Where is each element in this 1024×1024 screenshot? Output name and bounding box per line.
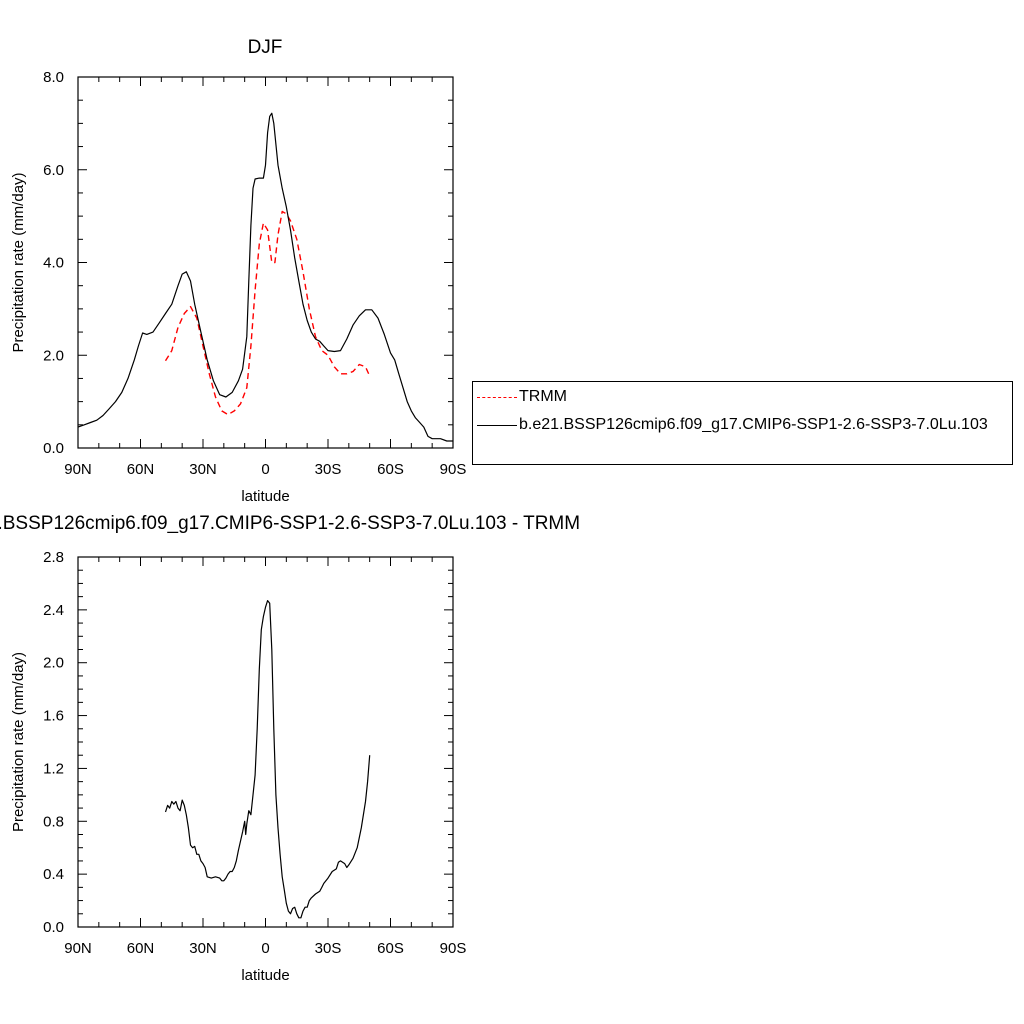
- x-tick-label: 60S: [377, 940, 404, 957]
- legend-item-trmm: TRMM: [473, 386, 1012, 410]
- x-tick-label: 60S: [377, 461, 404, 478]
- x-tick-label: 30N: [189, 461, 217, 478]
- x-tick-label: 90S: [440, 461, 467, 478]
- x-tick-label: 30S: [315, 940, 342, 957]
- y-tick-label: 8.0: [43, 69, 64, 86]
- x-axis-label: latitude: [241, 488, 289, 505]
- x-tick-label: 90N: [64, 461, 92, 478]
- y-tick-label: 0.4: [43, 866, 64, 883]
- legend-item-model: b.e21.BSSP126cmip6.f09_g17.CMIP6-SSP1-2.…: [473, 414, 1012, 438]
- series-line-difference: [164, 600, 371, 919]
- x-tick-label: 60N: [127, 461, 155, 478]
- chart-title: b.e21.BSSP126cmip6.f09_g17.CMIP6-SSP1-2.…: [0, 513, 580, 534]
- series-line-b: [77, 112, 453, 442]
- bottom-panel: b.e21.BSSP126cmip6.f09_g17.CMIP6-SSP1-2.…: [0, 513, 580, 984]
- x-tick-label: 30S: [315, 461, 342, 478]
- y-tick-label: 6.0: [43, 162, 64, 179]
- legend-swatch-model: [477, 425, 517, 426]
- y-tick-label: 2.8: [43, 549, 64, 566]
- legend-swatch-trmm: [477, 397, 517, 398]
- y-tick-label: 0.0: [43, 440, 64, 457]
- series-line-trmm: [164, 210, 371, 416]
- plot-frame: [77, 556, 454, 928]
- x-tick-label: 30N: [189, 940, 217, 957]
- x-tick-label: 90S: [440, 940, 467, 957]
- x-tick-label: 90N: [64, 940, 92, 957]
- y-axis-label: Precipitation rate (mm/day): [10, 172, 27, 352]
- legend-label-model: b.e21.BSSP126cmip6.f09_g17.CMIP6-SSP1-2.…: [519, 416, 988, 433]
- y-tick-label: 2.0: [43, 347, 64, 364]
- y-tick-label: 2.0: [43, 655, 64, 672]
- y-tick-label: 0.8: [43, 813, 64, 830]
- x-tick-label: 60N: [127, 940, 155, 957]
- legend: TRMM b.e21.BSSP126cmip6.f09_g17.CMIP6-SS…: [472, 381, 1013, 465]
- legend-label-trmm: TRMM: [519, 388, 567, 405]
- plot-frame: [77, 76, 454, 449]
- x-tick-label: 0: [261, 940, 269, 957]
- y-tick-label: 1.6: [43, 708, 64, 725]
- y-axis-label: Precipitation rate (mm/day): [10, 652, 27, 832]
- top-panel: DJF 0.0 2.0 4.0 6.0 8.0 90N 60N 30N 0 30S 60S 90S lat…: [10, 37, 466, 505]
- x-tick-label: 0: [261, 461, 269, 478]
- y-tick-label: 1.2: [43, 760, 64, 777]
- y-tick-label: 2.4: [43, 602, 64, 619]
- y-tick-label: 4.0: [43, 255, 64, 272]
- y-tick-label: 0.0: [43, 919, 64, 936]
- chart-title: DJF: [248, 37, 283, 58]
- x-axis-label: latitude: [241, 967, 289, 984]
